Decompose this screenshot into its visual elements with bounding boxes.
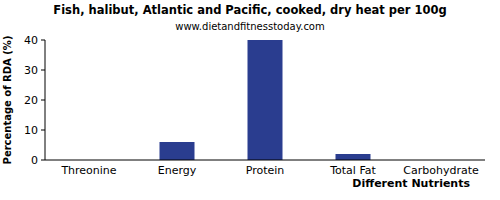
y-axis-label: Percentage of RDA (%) bbox=[2, 36, 13, 165]
bar bbox=[160, 142, 195, 160]
x-tick-label: Protein bbox=[246, 164, 285, 177]
y-tick-label: 0 bbox=[31, 154, 38, 167]
y-tick-label: 40 bbox=[24, 34, 38, 47]
y-tick-label: 20 bbox=[24, 94, 38, 107]
x-tick-label: Threonine bbox=[60, 164, 116, 177]
bar bbox=[336, 154, 371, 160]
y-tick bbox=[41, 160, 45, 161]
chart-svg: Fish, halibut, Atlantic and Pacific, coo… bbox=[0, 0, 500, 200]
y-tick-label: 30 bbox=[24, 64, 38, 77]
x-tick-label: Energy bbox=[158, 164, 197, 177]
y-tick bbox=[41, 40, 45, 41]
bar bbox=[248, 40, 283, 160]
title: Fish, halibut, Atlantic and Pacific, coo… bbox=[53, 3, 446, 17]
x-axis-label: Different Nutrients bbox=[352, 177, 470, 190]
x-axis bbox=[45, 160, 485, 161]
x-tick-label: Carbohydrate bbox=[403, 164, 479, 177]
y-tick bbox=[41, 70, 45, 71]
x-tick-label: Total Fat bbox=[329, 164, 376, 177]
y-tick bbox=[41, 130, 45, 131]
chart-container: Fish, halibut, Atlantic and Pacific, coo… bbox=[0, 0, 500, 200]
bars bbox=[160, 40, 371, 160]
y-tick-label: 10 bbox=[24, 124, 38, 137]
subtitle: www.dietandfitnesstoday.com bbox=[175, 21, 324, 32]
y-tick bbox=[41, 100, 45, 101]
